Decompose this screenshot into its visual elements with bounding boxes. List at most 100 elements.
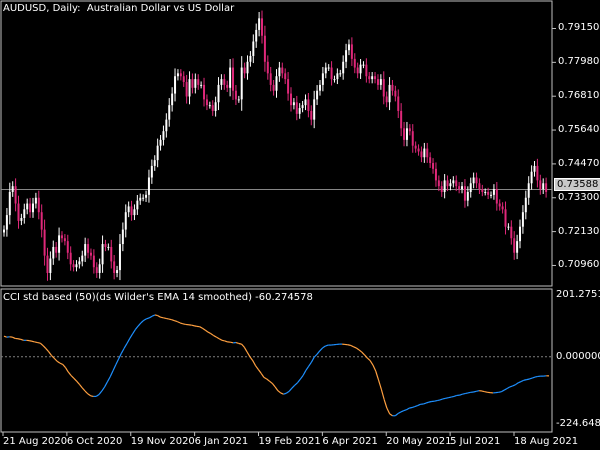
candle-body	[414, 145, 417, 149]
cci-segment	[358, 349, 363, 353]
time-tick-label: 5 Jul 2021	[450, 436, 501, 447]
candle-body	[246, 61, 249, 74]
cci-segment	[78, 383, 83, 389]
cci-segment	[465, 392, 469, 395]
cci-segment	[146, 317, 150, 320]
candle-body	[501, 206, 504, 210]
candle-body	[411, 131, 414, 146]
candle-body	[92, 255, 95, 268]
cci-segment	[151, 314, 156, 317]
cci-segment	[84, 390, 89, 395]
candle-body	[153, 160, 156, 166]
cci-segment	[140, 319, 145, 324]
cci-segment	[238, 342, 242, 345]
candle-body	[55, 246, 58, 253]
candle-body	[191, 79, 194, 88]
cci-segment	[350, 344, 354, 348]
candle-body	[295, 102, 298, 114]
cci-segment	[299, 375, 304, 380]
candle-body	[8, 191, 11, 216]
candle-body	[524, 197, 527, 213]
candle-body	[304, 99, 307, 106]
cci-segment	[319, 347, 324, 352]
candle-body	[423, 148, 426, 158]
candle-body	[37, 197, 40, 213]
candle-body	[272, 84, 275, 91]
candle-body	[214, 102, 217, 111]
cci-segment	[526, 378, 530, 381]
candle-body	[72, 264, 75, 268]
cci-segment	[423, 402, 427, 405]
cci-segment	[509, 385, 513, 388]
price-tick-label: 0.70960	[558, 259, 600, 271]
cci-segment	[210, 333, 214, 337]
cci-segment	[120, 347, 125, 354]
cci-segment	[34, 341, 38, 344]
candle-body	[437, 180, 440, 187]
candle-body	[121, 229, 124, 245]
cci-segment	[445, 397, 449, 399]
candle-body	[434, 168, 437, 181]
candle-body	[205, 99, 208, 106]
candle-body	[263, 35, 266, 62]
candle-body	[397, 96, 400, 111]
cci-segment	[417, 403, 421, 407]
candle-body	[484, 191, 487, 193]
candle-body	[307, 99, 310, 111]
candle-body	[461, 186, 464, 190]
candle-body	[11, 186, 14, 192]
main-pane-border	[0, 0, 553, 287]
price-candles	[3, 10, 548, 281]
time-tick-label: 19 Nov 2020	[130, 436, 195, 447]
cci-segment	[137, 322, 142, 327]
cci-segment	[132, 329, 136, 335]
cci-segment	[414, 405, 418, 408]
indicator-tick-label: 0.000000	[556, 350, 600, 362]
candle-body	[266, 61, 269, 74]
cci-segment	[177, 321, 181, 324]
cci-segment	[101, 386, 106, 392]
cci-segment	[104, 381, 108, 388]
candle-body	[339, 73, 342, 75]
candle-body	[182, 76, 185, 83]
candle-body	[95, 267, 98, 273]
cci-segment	[394, 413, 399, 417]
candle-body	[89, 252, 92, 256]
candle-body	[405, 128, 408, 140]
cci-segment	[518, 380, 522, 384]
candle-body	[147, 177, 150, 195]
cci-segment	[532, 376, 536, 379]
candle-body	[133, 209, 136, 216]
cci-segment	[249, 356, 254, 361]
candle-body	[43, 229, 46, 256]
cci-segment	[515, 382, 519, 386]
candle-body	[269, 73, 272, 85]
candle-body	[458, 186, 461, 190]
cci-segment	[501, 389, 505, 393]
time-tick-label: 6 Jan 2021	[194, 436, 249, 447]
cci-segment	[20, 338, 24, 341]
candle-body	[321, 73, 324, 85]
candle-body	[490, 194, 493, 196]
cci-segment	[160, 316, 164, 319]
cci-segment	[428, 400, 432, 403]
candle-body	[46, 255, 49, 273]
candle-body	[313, 99, 316, 120]
price-tick-label: 0.74470	[558, 157, 600, 169]
cci-segment	[322, 345, 326, 349]
candle-body	[240, 67, 243, 100]
candle-body	[336, 73, 339, 80]
cci-segment	[246, 351, 251, 358]
indicator-tick-label: -224.64831	[556, 418, 600, 429]
cci-segment	[459, 393, 463, 396]
cci-segment	[53, 357, 58, 362]
candle-body	[29, 203, 32, 213]
candle-body	[472, 177, 475, 184]
candle-body	[139, 197, 142, 201]
cci-segment	[484, 391, 488, 393]
cci-segment	[123, 343, 128, 349]
cci-segment	[56, 360, 61, 364]
candle-body	[243, 67, 246, 74]
candle-body	[5, 215, 8, 230]
candle-body	[101, 244, 104, 265]
